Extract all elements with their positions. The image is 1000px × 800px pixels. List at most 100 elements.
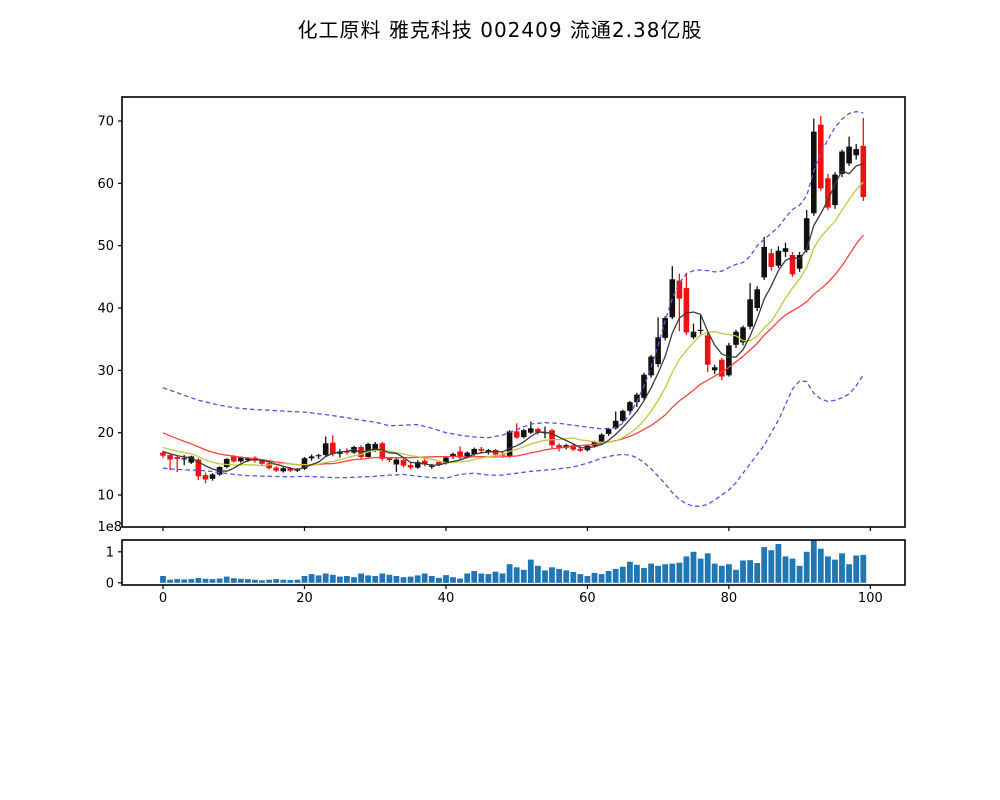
candle-body-down xyxy=(167,455,173,460)
volume-bar xyxy=(803,551,810,583)
volume-bar xyxy=(605,571,612,583)
candle-body-up xyxy=(414,462,421,468)
volume-bar xyxy=(492,571,499,583)
volume-bar xyxy=(810,540,817,583)
volume-bar xyxy=(266,579,272,583)
candle-body-up xyxy=(733,331,739,345)
candle-body-up xyxy=(612,420,619,429)
volume-bar xyxy=(358,573,364,583)
candle-body-up xyxy=(620,410,626,421)
volume-bar xyxy=(726,564,732,583)
candle-body-up xyxy=(521,430,527,438)
candle-body-down xyxy=(719,359,725,377)
volume-bar xyxy=(294,579,301,583)
volume-x-tick-label: 100 xyxy=(858,591,883,606)
volume-bar xyxy=(584,576,591,583)
volume-bar xyxy=(322,573,329,583)
volume-bar xyxy=(577,574,584,583)
candle-body-up xyxy=(506,431,513,457)
candle-body-down xyxy=(577,448,584,451)
volume-bar xyxy=(612,568,619,583)
candle-body-down xyxy=(570,445,577,450)
volume-bar xyxy=(237,578,244,583)
candle-body-up xyxy=(238,457,244,462)
volume-bar xyxy=(839,553,845,583)
candle-body-down xyxy=(330,442,336,454)
candle-body-up xyxy=(747,299,753,327)
candle-body-down xyxy=(287,468,294,471)
volume-bar xyxy=(457,578,463,583)
volume-bar xyxy=(421,573,428,583)
volume-x-tick-label: 20 xyxy=(296,591,313,606)
volume-bar xyxy=(315,575,322,583)
candle-body-up xyxy=(761,246,767,278)
volume-bar xyxy=(704,553,711,583)
candle-body-up xyxy=(245,458,251,461)
volume-bar xyxy=(860,554,867,583)
candle-body-up xyxy=(669,279,676,318)
volume-bar xyxy=(372,576,379,583)
volume-bar xyxy=(789,558,796,583)
candle-body-up xyxy=(223,458,230,467)
volume-bar xyxy=(669,563,676,583)
volume-bar xyxy=(825,556,831,583)
volume-bar xyxy=(598,574,605,583)
volume-bar xyxy=(464,573,471,583)
candle-body-down xyxy=(231,456,237,462)
volume-bar xyxy=(308,574,315,583)
volume-bar xyxy=(556,568,562,583)
volume-bar xyxy=(499,573,506,583)
candle-body-down xyxy=(549,430,555,446)
candle-body-down xyxy=(202,475,209,480)
volume-y-tick-label: 0 xyxy=(106,576,114,591)
candle-body-up xyxy=(690,331,697,338)
volume-panel-frame xyxy=(121,539,906,586)
volume-bar xyxy=(655,565,661,583)
volume-bar xyxy=(520,569,527,583)
volume-bar xyxy=(202,578,209,583)
candle-body-up xyxy=(308,456,315,459)
candle-body-down xyxy=(436,462,442,466)
candle-body-up xyxy=(209,474,216,479)
candle-body-down xyxy=(556,445,562,448)
candle-body-down xyxy=(400,460,407,466)
volume-bar xyxy=(768,550,775,583)
candle-body-up xyxy=(471,448,477,455)
volume-bar xyxy=(761,547,768,583)
volume-bar xyxy=(245,579,251,583)
volume-bar xyxy=(527,559,534,583)
candle-body-down xyxy=(160,452,166,456)
volume-bar xyxy=(627,561,633,583)
volume-bar xyxy=(549,567,555,583)
price-y-tick-label: 50 xyxy=(97,239,114,254)
volume-bar xyxy=(301,576,308,583)
volume-bar xyxy=(379,573,386,583)
volume-bar xyxy=(280,579,287,583)
candle-body-down xyxy=(860,145,867,197)
volume-bar xyxy=(662,564,669,583)
candle-body-down xyxy=(407,465,414,468)
candle-body-down xyxy=(492,450,499,455)
candle-body-up xyxy=(443,457,449,464)
candle-body-up xyxy=(634,394,640,403)
ma-short-line xyxy=(162,163,864,472)
volume-bar xyxy=(690,551,697,583)
candle-body-up xyxy=(846,146,852,164)
candle-body-up xyxy=(429,465,435,467)
candle-body-up xyxy=(627,402,633,411)
candle-body-up xyxy=(605,428,612,434)
candle-body-up xyxy=(280,468,287,472)
volume-bar xyxy=(648,563,654,583)
volume-bar xyxy=(817,548,824,583)
candle-body-down xyxy=(386,458,393,461)
volume-bar xyxy=(506,564,513,583)
bollinger-upper-line xyxy=(162,110,864,439)
volume-bar xyxy=(846,564,852,583)
volume-x-tick-label: 0 xyxy=(159,591,167,606)
candle-body-down xyxy=(195,459,202,477)
price-y-tick-label: 10 xyxy=(97,489,114,504)
candle-body-up xyxy=(803,218,810,250)
volume-bar xyxy=(733,569,739,583)
